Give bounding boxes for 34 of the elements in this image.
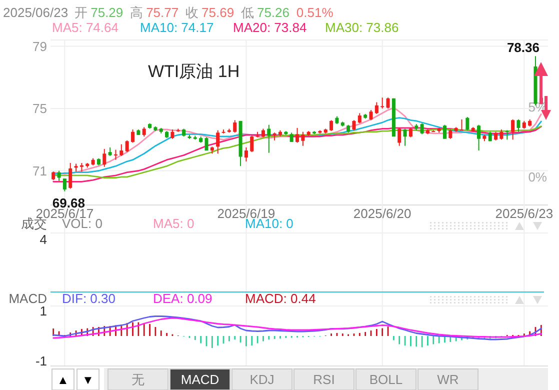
y-tick-label: 75: [32, 101, 47, 116]
y-tick-label: 79: [32, 38, 47, 54]
y-tick-label: 71: [32, 163, 47, 178]
text: WTI原油 1H: [148, 62, 240, 81]
y-tick-label: -1: [35, 354, 47, 369]
text: KDJ: [250, 372, 274, 387]
series-label: DEA: 0.09: [153, 291, 212, 306]
text: 4: [40, 232, 47, 247]
annotation: 78.36: [506, 40, 540, 56]
text: ▼: [82, 373, 94, 387]
text: ▲: [57, 373, 69, 387]
text: MA5: 74.64: [52, 20, 118, 35]
text: MACD: [180, 372, 220, 387]
y2-tick-label: 0%: [528, 170, 548, 185]
x-tick-label: 2025/6/23: [495, 206, 554, 221]
text: 无: [132, 372, 144, 387]
text: 0.51%: [296, 5, 334, 20]
text: WR: [437, 372, 459, 387]
text: 高 75.77: [130, 5, 179, 20]
text: 收 75.69: [186, 5, 234, 20]
text: 低 75.26: [240, 5, 290, 20]
text: RSI: [313, 372, 335, 387]
chart-title: MACD: [8, 291, 47, 306]
y-tick-label: 1: [40, 304, 47, 319]
text: BOLL: [369, 372, 403, 387]
text: MACD: 0.44: [245, 291, 316, 306]
text: MA5: 0: [153, 216, 194, 231]
text: 开 75.29: [74, 5, 124, 20]
series-label: DIF: 0.30: [62, 291, 116, 306]
x-tick-label: 2025/6/20: [353, 206, 412, 221]
text: MA10: 74.17: [140, 20, 214, 35]
text: MA30: 73.86: [325, 20, 399, 35]
text: MA20: 73.84: [233, 20, 307, 35]
text: 2025/06/23: [3, 5, 68, 20]
